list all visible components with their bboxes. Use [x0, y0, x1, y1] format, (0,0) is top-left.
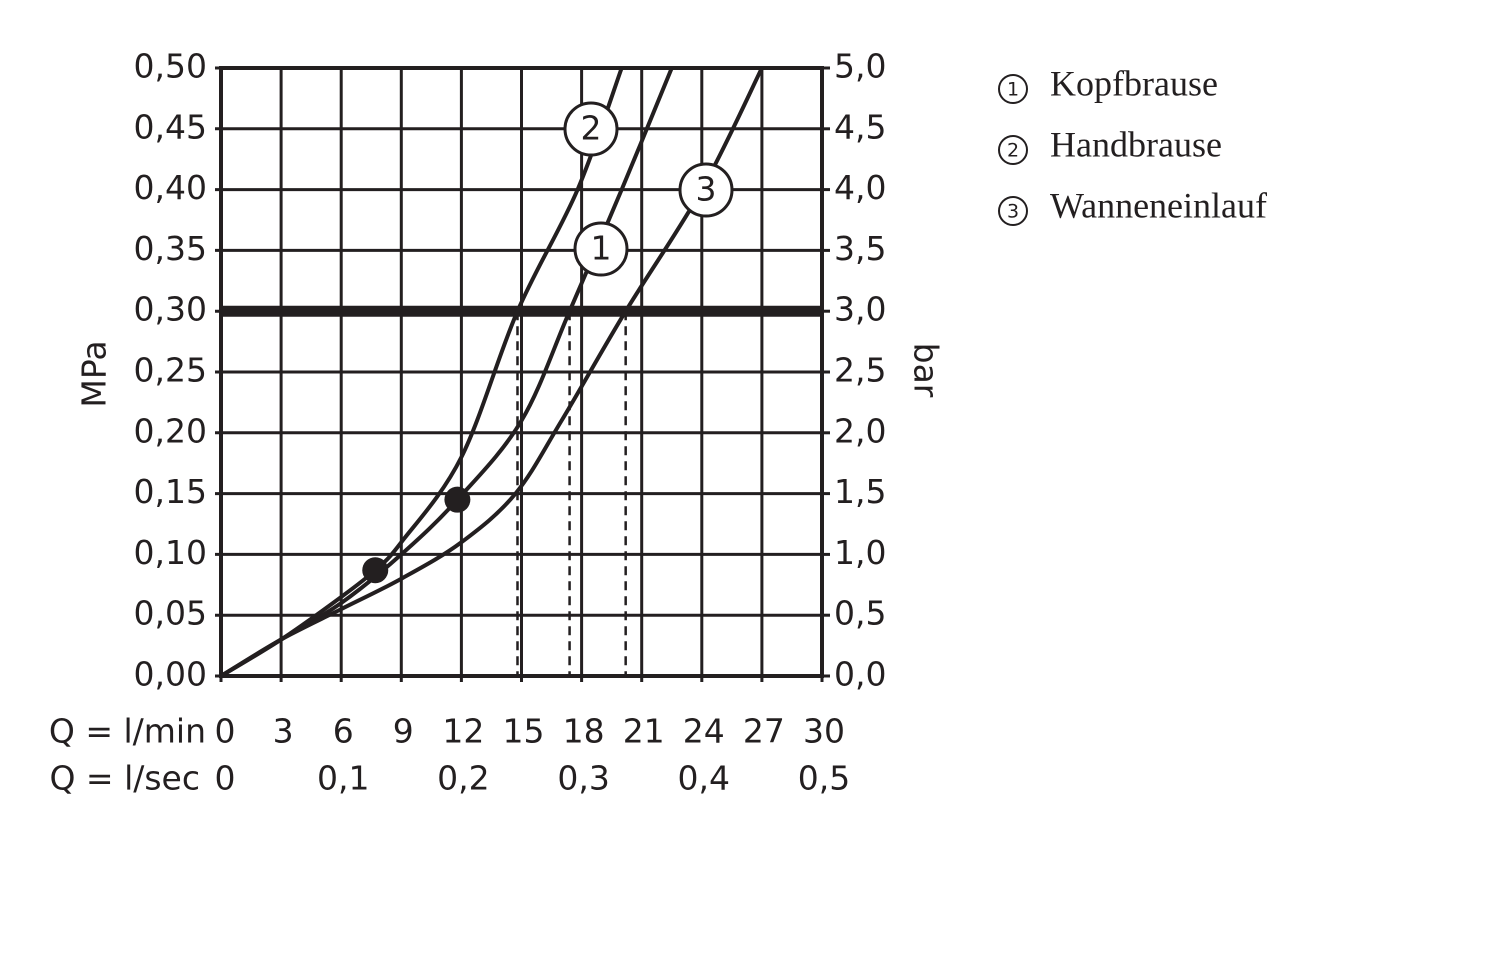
y2-tick-label: 4,0 [834, 168, 886, 207]
y2-tick-label: 3,0 [834, 290, 886, 329]
legend-marker [998, 74, 1028, 104]
y-tick-label: 0,15 [134, 472, 207, 511]
y-tick-label: 0,10 [134, 533, 207, 572]
y-tick-label: 0,45 [134, 107, 207, 146]
x-tick-label: 0 [215, 712, 236, 751]
y-tick-label: 0,20 [134, 411, 207, 450]
x-tick-label: 21 [623, 712, 665, 751]
y-tick-label: 0,25 [134, 351, 207, 390]
operating-point [362, 557, 389, 584]
y-tick-label: 0,30 [134, 290, 207, 329]
x-tick-label: 24 [683, 712, 725, 751]
legend-label: Handbrause [1050, 124, 1222, 164]
y-tick-label: 0,00 [134, 655, 207, 694]
curve-label-circle [573, 221, 629, 277]
series-line [219, 67, 624, 678]
y2-tick-label: 0,5 [834, 594, 886, 633]
legend-marker [998, 196, 1028, 226]
x2-tick-label: 0,3 [557, 759, 609, 798]
y2-tick-label: 2,5 [834, 351, 886, 390]
legend-marker-label: 1 [1007, 79, 1019, 101]
x2-axis-label: Q = l/sec [49, 759, 200, 798]
x2-tick-label: 0,4 [678, 759, 730, 798]
curve-label-circle [563, 101, 619, 157]
legend-label: Wanneneinlauf [1050, 185, 1267, 225]
y2-tick-label: 3,5 [834, 229, 886, 268]
x-tick-label: 12 [442, 712, 484, 751]
x-tick-label: 3 [273, 712, 294, 751]
x2-tick-label: 0,2 [437, 759, 489, 798]
y2-tick-label: 4,5 [834, 107, 886, 146]
curve-label: 3 [696, 170, 717, 209]
x2-tick-label: 0,5 [798, 759, 850, 798]
y-tick-label: 0,40 [134, 168, 207, 207]
y2-tick-label: 0,0 [834, 655, 886, 694]
curve-label: 2 [581, 109, 602, 148]
y-axis-label: MPa [75, 340, 114, 407]
x-tick-label: 6 [333, 712, 354, 751]
y2-axis-label: bar [907, 343, 946, 398]
y-tick-label: 0,05 [134, 594, 207, 633]
legend-label: Kopfbrause [1050, 63, 1218, 103]
y2-tick-label: 2,0 [834, 411, 886, 450]
x-tick-label: 15 [503, 712, 545, 751]
operating-point [444, 486, 471, 513]
legend-marker-label: 2 [1007, 140, 1019, 162]
plot-frame [219, 66, 824, 678]
y2-tick-label: 5,0 [834, 47, 886, 86]
x2-tick-label: 0 [215, 759, 236, 798]
x-tick-label: 18 [563, 712, 605, 751]
y-tick-label: 0,35 [134, 229, 207, 268]
x-tick-label: 27 [743, 712, 785, 751]
x-axis-label: Q = l/min [49, 712, 206, 751]
series-line [219, 67, 764, 678]
curve-label-circle [678, 162, 734, 218]
legend-marker-label: 3 [1007, 201, 1019, 223]
y-tick-label: 0,50 [134, 47, 207, 86]
x-tick-label: 30 [803, 712, 845, 751]
y2-tick-label: 1,0 [834, 533, 886, 572]
legend-marker [998, 135, 1028, 165]
curve-label: 1 [591, 229, 612, 268]
y2-tick-label: 1,5 [834, 472, 886, 511]
x2-tick-label: 0,1 [317, 759, 369, 798]
x-tick-label: 9 [393, 712, 414, 751]
